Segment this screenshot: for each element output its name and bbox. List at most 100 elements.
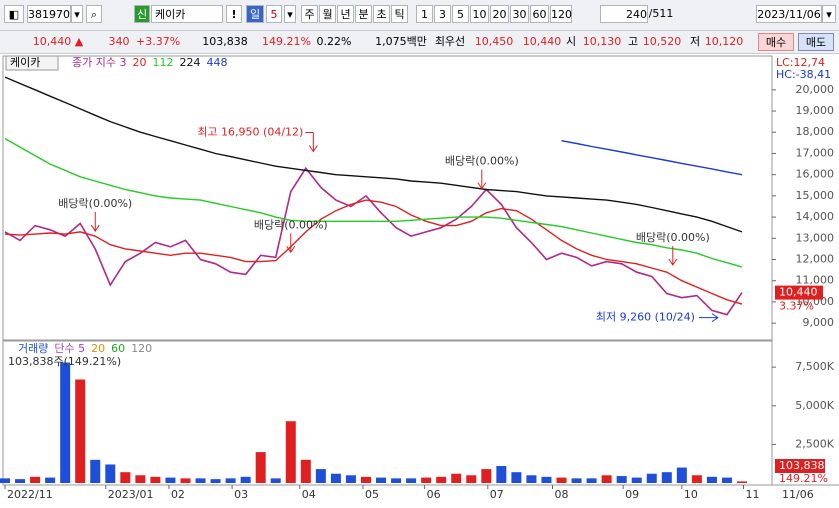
- x-tick-label: 05: [365, 488, 379, 501]
- x-last-date: 11/06: [782, 488, 814, 501]
- last-price-box: [775, 285, 823, 300]
- code-input[interactable]: 381970: [27, 5, 71, 23]
- period-option[interactable]: 60: [530, 5, 549, 23]
- buy-button[interactable]: 매수: [758, 33, 794, 51]
- open: 10,130: [582, 35, 622, 48]
- period-option[interactable]: 30: [510, 5, 529, 23]
- volume-bar: [526, 475, 537, 483]
- series-line: [561, 140, 743, 176]
- search-button[interactable]: ⌕: [86, 5, 102, 23]
- period-option[interactable]: 3: [434, 5, 451, 23]
- name-input[interactable]: 케이카: [151, 5, 223, 23]
- volume-bar: [556, 477, 567, 483]
- y-tick-label: 17,000: [796, 146, 835, 159]
- annotation-text: 배당락(0.00%): [636, 231, 710, 244]
- x-tick-label: 2022/11: [7, 488, 53, 501]
- period-option[interactable]: 10: [470, 5, 489, 23]
- volume-bar: [330, 473, 341, 483]
- annotation-text: 최고 16,950 (04/12): [197, 126, 303, 139]
- total: /511: [648, 7, 674, 20]
- volume-bar: [225, 478, 236, 483]
- dropdown[interactable]: ▾: [284, 5, 296, 23]
- volume-bar: [360, 476, 371, 483]
- high: 10,520: [642, 35, 682, 48]
- period-option[interactable]: 20: [490, 5, 509, 23]
- change: 340: [108, 35, 130, 48]
- y-tick-label: 12,000: [796, 253, 835, 266]
- period-option[interactable]: 주: [301, 5, 318, 23]
- volume-bar: [75, 379, 86, 483]
- annotation: 배당락(0.00%): [445, 155, 519, 190]
- sell-button[interactable]: 매도: [798, 33, 834, 51]
- ask: 10,450: [474, 35, 514, 48]
- legend-entry: 448: [206, 56, 227, 69]
- legend-entry: 224: [179, 56, 200, 69]
- hc-label: HC:-38,41: [776, 68, 831, 81]
- volume-bar: [270, 478, 281, 483]
- legend-entry: 112: [152, 56, 173, 69]
- period-option[interactable]: 틱: [391, 5, 408, 23]
- y-tick-label: 14,000: [796, 210, 835, 223]
- volume-bar: [451, 473, 462, 483]
- period-option[interactable]: 월: [319, 5, 336, 23]
- annotation-arrow: [698, 313, 719, 323]
- volume-bar: [315, 469, 326, 483]
- period-option[interactable]: 분: [355, 5, 372, 23]
- volume-bar: [616, 476, 627, 483]
- annotation: 배당락(0.00%): [58, 197, 132, 232]
- volume-bar: [300, 459, 311, 483]
- series-line: [4, 137, 743, 268]
- volume-bar: [120, 472, 131, 483]
- dropdown[interactable]: ▾: [71, 5, 83, 23]
- y-tick-label: 5,000K: [795, 399, 834, 412]
- count-input[interactable]: 240: [600, 5, 648, 23]
- volume-bar: [135, 475, 146, 483]
- volume-bar: [436, 476, 447, 483]
- volume-bar: [421, 477, 432, 483]
- volume-bar: [30, 476, 41, 483]
- x-tick-label: 04: [302, 488, 316, 501]
- volume-bar: [0, 478, 10, 483]
- y-tick-label: 13,000: [796, 231, 835, 244]
- x-tick-label: 11: [746, 488, 760, 501]
- volume-bar: [210, 479, 221, 483]
- volume-bar: [631, 477, 642, 483]
- series-line: [4, 199, 743, 305]
- period-option[interactable]: 120: [550, 5, 572, 23]
- last-volume-box: [775, 459, 825, 473]
- menu-button[interactable]: ◧: [4, 5, 24, 23]
- annotation-text: 배당락(0.00%): [58, 197, 132, 210]
- turnover: 0.22%: [316, 35, 352, 48]
- low-label: 저: [689, 35, 701, 48]
- annotation-arrow: [286, 233, 296, 254]
- period-option[interactable]: 년: [337, 5, 354, 23]
- x-tick-label: 02: [171, 488, 185, 501]
- volume-bar: [60, 362, 71, 483]
- lc-label: LC:12,74: [776, 56, 825, 69]
- period-option[interactable]: 1: [416, 5, 433, 23]
- volume-bar: [691, 475, 702, 483]
- dropdown[interactable]: ▾: [822, 5, 836, 23]
- period-option[interactable]: 5: [452, 5, 469, 23]
- volume-bar: [255, 452, 266, 483]
- alert-button[interactable]: !: [226, 5, 242, 23]
- volume-bar: [541, 476, 552, 483]
- date-input[interactable]: 2023/11/06: [756, 5, 822, 23]
- high-label: 고: [627, 35, 639, 48]
- y-tick-label: 11,000: [796, 274, 835, 287]
- annotation-text: 배당락(0.00%): [445, 155, 519, 168]
- period-button[interactable]: 일: [246, 5, 264, 23]
- amount: 1,075백만: [375, 35, 427, 48]
- legend-entry: 60: [111, 342, 125, 355]
- last-pct: 3.37%: [779, 300, 814, 313]
- period-option[interactable]: 초: [373, 5, 390, 23]
- volume-bar: [661, 472, 672, 483]
- y-tick-label: 15,000: [796, 189, 835, 202]
- volume-bar: [180, 478, 191, 483]
- volume-bar: [481, 469, 492, 483]
- volume-bar: [150, 476, 161, 483]
- volume-bar: [90, 459, 101, 483]
- x-tick-label: 08: [554, 488, 568, 501]
- period-n[interactable]: 5: [266, 5, 282, 23]
